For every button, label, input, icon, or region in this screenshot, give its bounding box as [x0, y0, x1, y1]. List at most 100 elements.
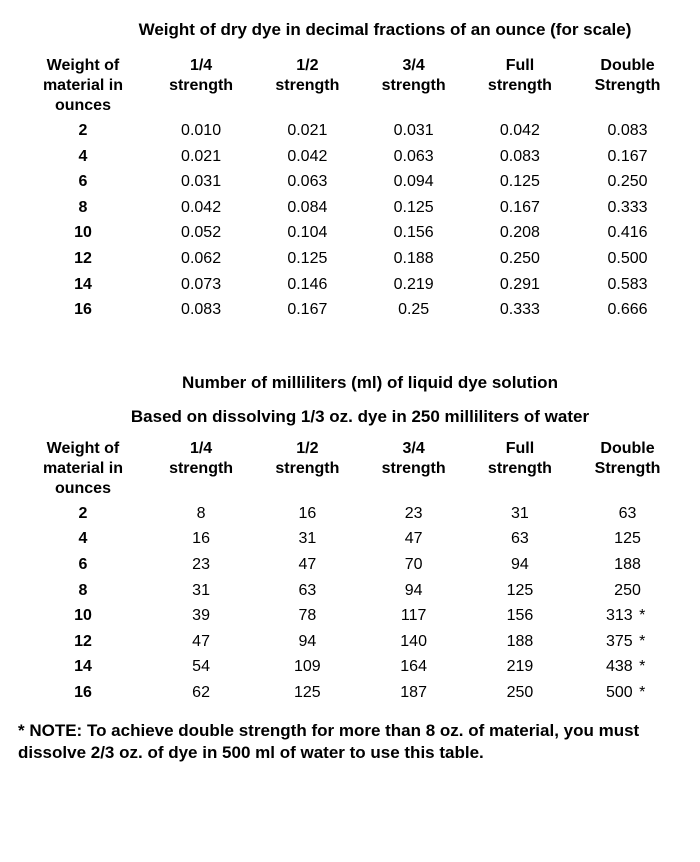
- weight-cell: 12: [18, 246, 148, 272]
- data-cell: 0.250: [467, 246, 573, 272]
- data-cell: 187: [361, 680, 467, 706]
- data-cell: 0.125: [254, 246, 360, 272]
- weight-cell: 2: [18, 501, 148, 527]
- data-cell: 140: [361, 629, 467, 655]
- data-cell: 54: [148, 654, 254, 680]
- table-row: 20.0100.0210.0310.0420.083: [18, 118, 682, 144]
- data-cell: 438 *: [573, 654, 682, 680]
- table-row: 100.0520.1040.1560.2080.416: [18, 220, 682, 246]
- dry-dye-table: Weight of material in ounces 1/4 strengt…: [18, 54, 682, 323]
- data-cell: 375 *: [573, 629, 682, 655]
- data-cell: 156: [467, 603, 573, 629]
- data-cell: 0.042: [148, 195, 254, 221]
- data-cell: 250: [573, 578, 682, 604]
- data-cell: 0.167: [254, 297, 360, 323]
- data-cell: 0.062: [148, 246, 254, 272]
- table2-subtitle: Based on dissolving 1/3 oz. dye in 250 m…: [18, 407, 682, 427]
- weight-cell: 14: [18, 272, 148, 298]
- col-half-header: 1/2 strength: [254, 437, 360, 501]
- data-cell: 125: [467, 578, 573, 604]
- table-row: 160.0830.1670.250.3330.666: [18, 297, 682, 323]
- data-cell: 0.250: [573, 169, 682, 195]
- col-weight-header: Weight of material in ounces: [18, 54, 148, 118]
- data-cell: 0.167: [467, 195, 573, 221]
- data-cell: 63: [467, 526, 573, 552]
- weight-cell: 10: [18, 220, 148, 246]
- data-cell: 31: [148, 578, 254, 604]
- data-cell: 117: [361, 603, 467, 629]
- data-cell: 0.125: [467, 169, 573, 195]
- data-cell: 0.021: [148, 144, 254, 170]
- data-cell: 0.083: [148, 297, 254, 323]
- data-cell: 47: [361, 526, 467, 552]
- data-cell: 16: [148, 526, 254, 552]
- data-cell: 0.291: [467, 272, 573, 298]
- col-full-header: Full strength: [467, 54, 573, 118]
- data-cell: 164: [361, 654, 467, 680]
- data-cell: 188: [467, 629, 573, 655]
- table-row: 40.0210.0420.0630.0830.167: [18, 144, 682, 170]
- col-threequarter-header: 3/4 strength: [361, 54, 467, 118]
- data-cell: 0.042: [467, 118, 573, 144]
- data-cell: 23: [361, 501, 467, 527]
- data-cell: 0.156: [361, 220, 467, 246]
- data-cell: 16: [254, 501, 360, 527]
- data-cell: 0.063: [361, 144, 467, 170]
- col-weight-header: Weight of material in ounces: [18, 437, 148, 501]
- data-cell: 0.052: [148, 220, 254, 246]
- table-row: 1662125187250500 *: [18, 680, 682, 706]
- data-cell: 125: [573, 526, 682, 552]
- col-double-header: Double Strength: [573, 437, 682, 501]
- data-cell: 0.500: [573, 246, 682, 272]
- data-cell: 63: [254, 578, 360, 604]
- data-cell: 0.125: [361, 195, 467, 221]
- data-cell: 62: [148, 680, 254, 706]
- data-cell: 31: [254, 526, 360, 552]
- data-cell: 313 *: [573, 603, 682, 629]
- table-row: 120.0620.1250.1880.2500.500: [18, 246, 682, 272]
- weight-cell: 12: [18, 629, 148, 655]
- table2-title: Number of milliliters (ml) of liquid dye…: [18, 373, 682, 393]
- data-cell: 0.333: [467, 297, 573, 323]
- data-cell: 500 *: [573, 680, 682, 706]
- data-cell: 0.146: [254, 272, 360, 298]
- asterisk-icon: *: [639, 656, 649, 678]
- data-cell: 109: [254, 654, 360, 680]
- table-row: 1454109164219438 *: [18, 654, 682, 680]
- col-quarter-header: 1/4 strength: [148, 54, 254, 118]
- data-cell: 23: [148, 552, 254, 578]
- table1-title: Weight of dry dye in decimal fractions o…: [18, 20, 682, 40]
- weight-cell: 4: [18, 144, 148, 170]
- weight-cell: 6: [18, 552, 148, 578]
- col-threequarter-header: 3/4 strength: [361, 437, 467, 501]
- data-cell: 0.010: [148, 118, 254, 144]
- weight-cell: 2: [18, 118, 148, 144]
- data-cell: 8: [148, 501, 254, 527]
- data-cell: 250: [467, 680, 573, 706]
- data-cell: 0.25: [361, 297, 467, 323]
- weight-cell: 4: [18, 526, 148, 552]
- data-cell: 94: [361, 578, 467, 604]
- data-cell: 94: [254, 629, 360, 655]
- data-cell: 0.083: [467, 144, 573, 170]
- data-cell: 78: [254, 603, 360, 629]
- data-cell: 0.031: [148, 169, 254, 195]
- data-cell: 0.666: [573, 297, 682, 323]
- table-row: 8316394125250: [18, 578, 682, 604]
- weight-cell: 8: [18, 578, 148, 604]
- data-cell: 188: [573, 552, 682, 578]
- data-cell: 0.333: [573, 195, 682, 221]
- table-row: 140.0730.1460.2190.2910.583: [18, 272, 682, 298]
- liquid-dye-table: Weight of material in ounces 1/4 strengt…: [18, 437, 682, 706]
- data-cell: 47: [148, 629, 254, 655]
- data-cell: 0.208: [467, 220, 573, 246]
- asterisk-icon: *: [639, 682, 649, 704]
- data-cell: 0.416: [573, 220, 682, 246]
- col-quarter-header: 1/4 strength: [148, 437, 254, 501]
- data-cell: 39: [148, 603, 254, 629]
- data-cell: 70: [361, 552, 467, 578]
- col-full-header: Full strength: [467, 437, 573, 501]
- data-cell: 0.094: [361, 169, 467, 195]
- weight-cell: 6: [18, 169, 148, 195]
- weight-cell: 8: [18, 195, 148, 221]
